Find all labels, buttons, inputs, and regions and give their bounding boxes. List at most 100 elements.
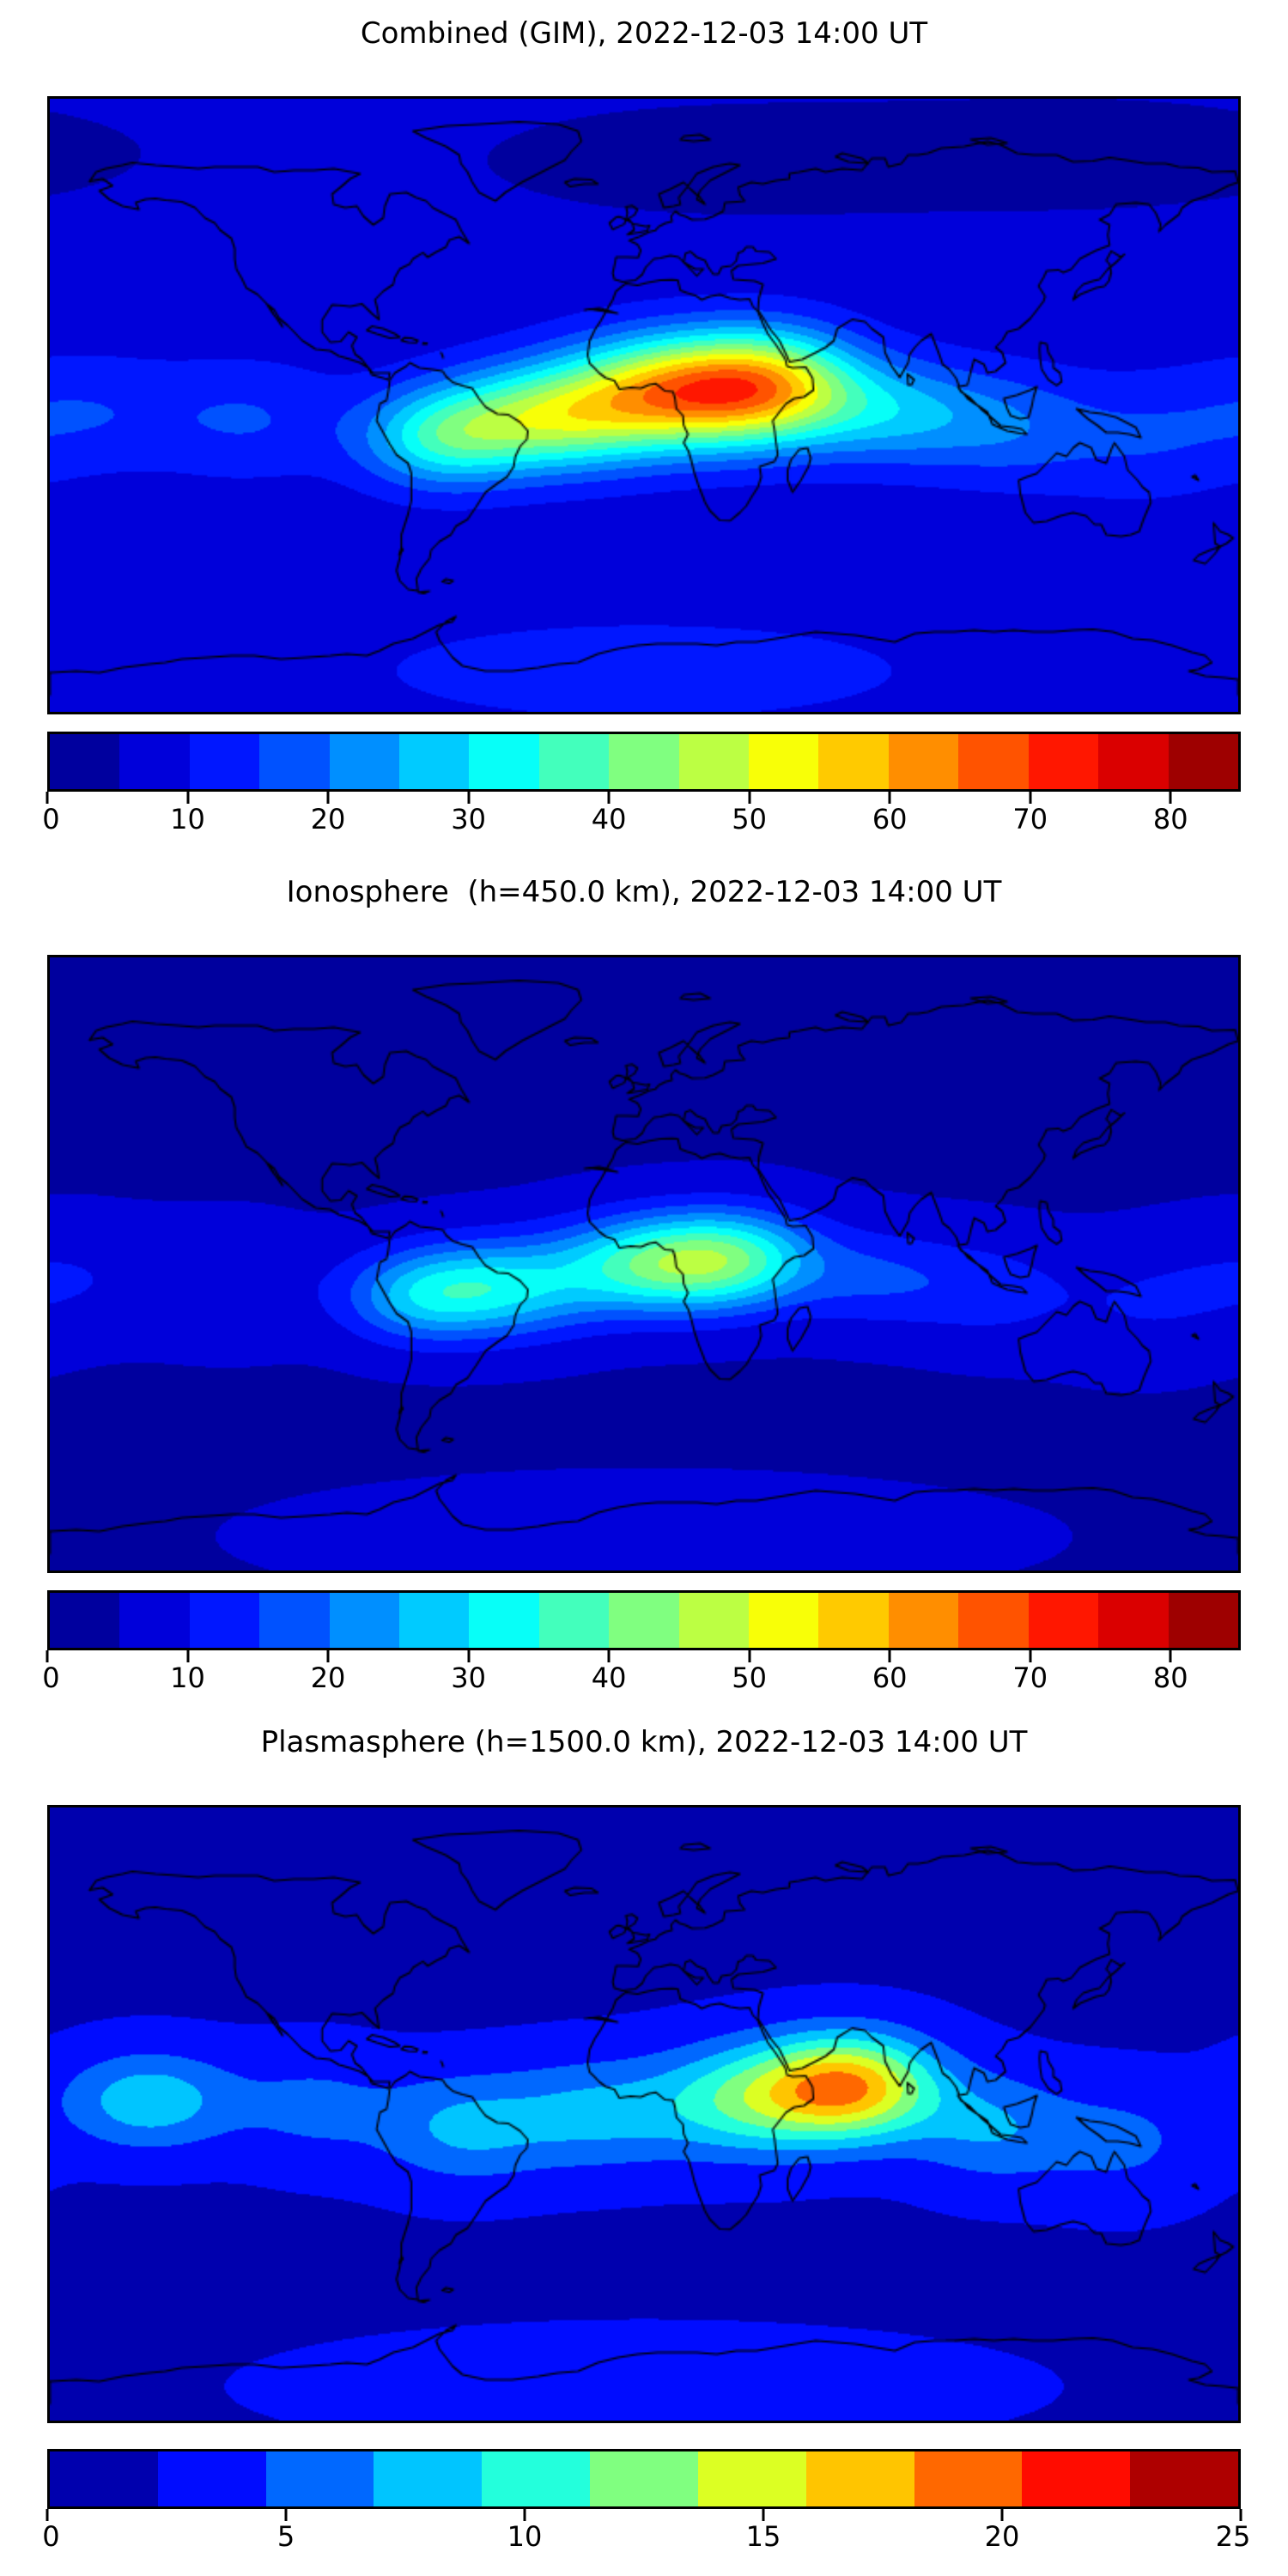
colorbar-tick-label: 5 <box>276 2520 295 2553</box>
colorbar-band <box>538 1593 610 1648</box>
colorbar-tick-label: 10 <box>170 1662 205 1694</box>
colorbar-tick-label: 50 <box>732 1662 767 1694</box>
map-combined-gim <box>47 96 1241 714</box>
colorbar-band <box>1098 1593 1169 1648</box>
colorbar-tick <box>467 1650 471 1662</box>
colorbar-band <box>50 2451 158 2506</box>
colorbar-band <box>749 734 819 789</box>
colorbar-band <box>189 734 260 789</box>
colorbar-tick <box>1169 792 1172 804</box>
colorbar-band <box>1028 1593 1099 1648</box>
colorbar-ionosphere: 0 10 20 30 40 50 60 70 80 <box>42 1590 1241 1692</box>
colorbar-tick-label: 30 <box>451 803 486 835</box>
colorbar-band <box>818 734 889 789</box>
colorbar-plasmasphere: 0 5 10 15 20 25 <box>42 2449 1250 2550</box>
panel-title-plasmasphere: Plasmasphere (h=1500.0 km), 2022-12-03 1… <box>260 1725 1028 1759</box>
colorbar-band <box>265 2451 374 2506</box>
colorbar-tick <box>326 792 330 804</box>
colorbar-tick <box>284 2509 288 2521</box>
panel-plasmasphere: Plasmasphere (h=1500.0 km), 2022-12-03 1… <box>0 1709 1288 2576</box>
colorbar-tick <box>1239 2509 1242 2521</box>
map-ionosphere <box>47 955 1241 1573</box>
colorbar-gradient-combined-gim <box>47 732 1241 792</box>
colorbar-band <box>678 734 750 789</box>
colorbar-tick-label: 15 <box>745 2520 781 2553</box>
colorbar-tick <box>748 1650 751 1662</box>
colorbar-band <box>1022 2451 1131 2506</box>
colorbar-band <box>157 2451 266 2506</box>
colorbar-band <box>259 1593 330 1648</box>
colorbar-band <box>818 1593 889 1648</box>
panel-ionosphere: Ionosphere (h=450.0 km), 2022-12-03 14:0… <box>0 859 1288 1709</box>
colorbar-band <box>888 1593 959 1648</box>
colorbar-band <box>805 2451 914 2506</box>
colorbar-tick-label: 40 <box>591 803 627 835</box>
colorbar-band <box>1168 734 1238 789</box>
colorbar-tick-label: 20 <box>310 803 346 835</box>
colorbar-band <box>609 1593 679 1648</box>
colorbar-tick-label: 30 <box>451 1662 486 1694</box>
colorbar-band <box>50 1593 120 1648</box>
colorbar-tick <box>762 2509 765 2521</box>
colorbar-tick-label: 10 <box>507 2520 543 2553</box>
colorbar-band <box>888 734 959 789</box>
colorbar-tick-label: 20 <box>984 2520 1020 2553</box>
map-canvas-ionosphere <box>50 957 1238 1571</box>
colorbar-band <box>189 1593 260 1648</box>
colorbar-tick <box>523 2509 526 2521</box>
map-canvas-combined-gim <box>50 99 1238 712</box>
colorbar-tick-label: 20 <box>310 1662 346 1694</box>
colorbar-tick-label: 0 <box>42 1662 60 1694</box>
colorbar-tick-label: 0 <box>42 803 60 835</box>
colorbar-band <box>1168 1593 1238 1648</box>
colorbar-tick <box>1029 1650 1032 1662</box>
map-plasmasphere <box>47 1805 1241 2423</box>
colorbar-tick-label: 80 <box>1152 1662 1188 1694</box>
colorbar-band <box>399 1593 470 1648</box>
colorbar-tick <box>748 792 751 804</box>
colorbar-gradient-ionosphere <box>47 1590 1241 1650</box>
colorbar-band <box>50 734 120 789</box>
colorbar-band <box>399 734 470 789</box>
colorbar-band <box>374 2451 483 2506</box>
panel-title-ionosphere: Ionosphere (h=450.0 km), 2022-12-03 14:0… <box>286 875 1002 909</box>
colorbar-band <box>914 2451 1023 2506</box>
colorbar-band <box>1098 734 1169 789</box>
colorbar-tick <box>46 2509 49 2521</box>
colorbar-tick-label: 60 <box>872 803 908 835</box>
colorbar-tick <box>1029 792 1032 804</box>
colorbar-band <box>590 2451 698 2506</box>
colorbar-gradient-plasmasphere <box>47 2449 1241 2509</box>
colorbar-tick <box>888 1650 891 1662</box>
colorbar-tick-label: 80 <box>1152 803 1188 835</box>
colorbar-band <box>469 734 539 789</box>
colorbar-tick-label: 25 <box>1215 2520 1251 2553</box>
colorbar-band <box>749 1593 819 1648</box>
colorbar-tick <box>607 1650 611 1662</box>
colorbar-tick-label: 50 <box>732 803 767 835</box>
colorbar-band <box>119 734 190 789</box>
panel-title-combined-gim: Combined (GIM), 2022-12-03 14:00 UT <box>360 16 928 51</box>
colorbar-band <box>469 1593 539 1648</box>
colorbar-tick <box>186 792 190 804</box>
colorbar-tick <box>888 792 891 804</box>
colorbar-band <box>259 734 330 789</box>
colorbar-combined-gim: 0 10 20 30 40 50 60 70 80 <box>42 732 1241 833</box>
colorbar-tick-label: 10 <box>170 803 205 835</box>
colorbar-band <box>958 734 1029 789</box>
colorbar-tick <box>467 792 471 804</box>
colorbar-band <box>1130 2451 1238 2506</box>
colorbar-band <box>697 2451 806 2506</box>
colorbar-tick-label: 70 <box>1012 1662 1048 1694</box>
colorbar-tick <box>607 792 611 804</box>
colorbar-band <box>538 734 610 789</box>
colorbar-tick <box>1169 1650 1172 1662</box>
colorbar-band <box>1028 734 1099 789</box>
map-canvas-plasmasphere <box>50 1807 1238 2421</box>
colorbar-band <box>119 1593 190 1648</box>
colorbar-band <box>329 734 400 789</box>
colorbar-band <box>678 1593 750 1648</box>
colorbar-tick <box>326 1650 330 1662</box>
colorbar-band <box>482 2451 591 2506</box>
